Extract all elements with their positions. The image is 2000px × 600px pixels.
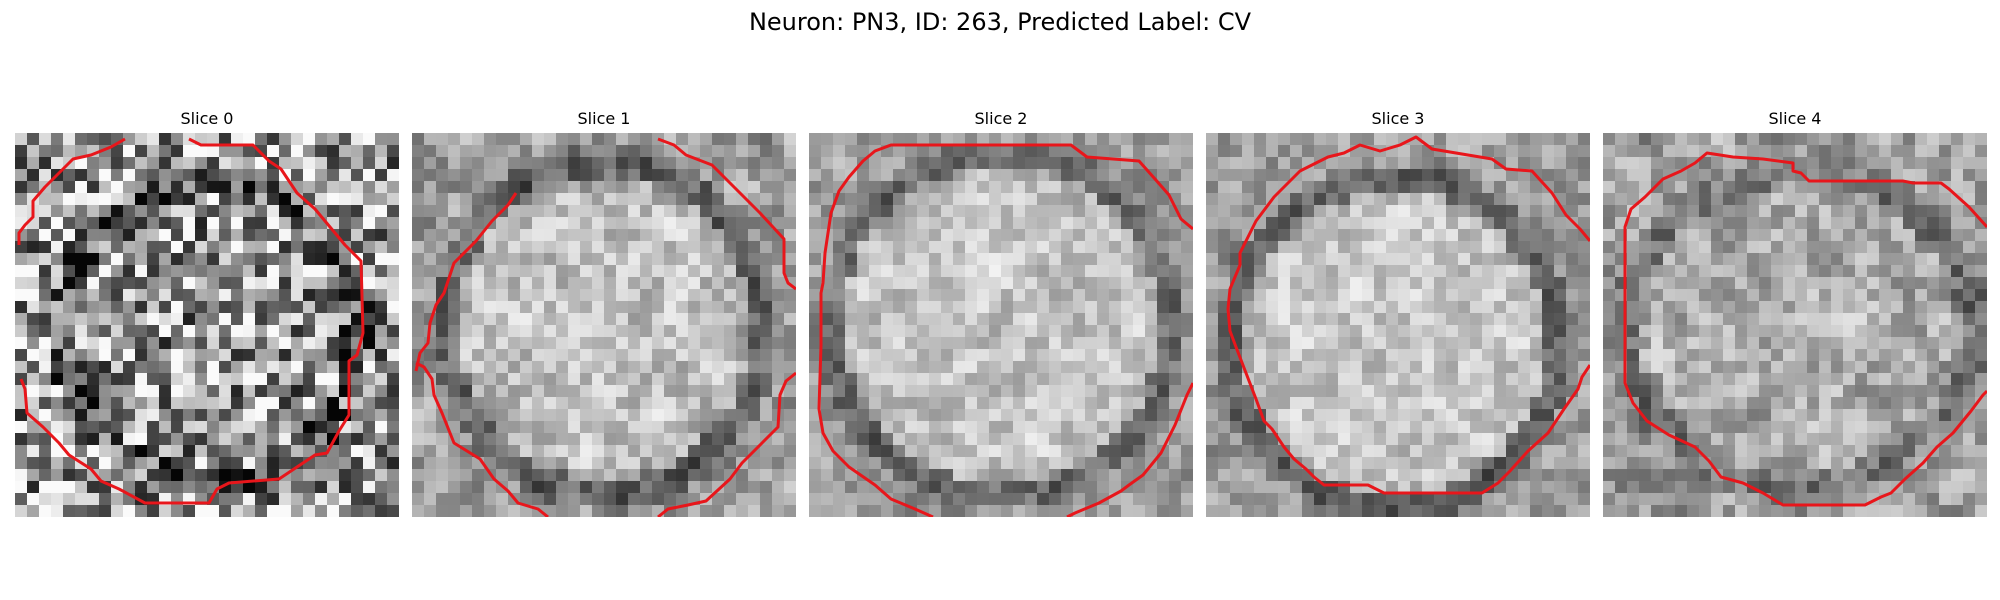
segmentation-contour [1066,382,1193,517]
segmentation-contour [1226,135,1590,495]
segmentation-contour [19,137,365,505]
slice-image [412,133,796,517]
slice-image [1206,133,1590,517]
slice-title: Slice 3 [1371,109,1425,128]
slice-title: Slice 1 [577,109,631,128]
slice-image [1603,133,1987,517]
slice-title: Slice 4 [1768,109,1822,128]
segmentation-contour [1623,151,1987,507]
slice-image [809,133,1193,517]
segmentation-contour [415,361,549,517]
segmentation-contour [17,137,126,245]
segmentation-contour [657,371,796,517]
segmentation-contour [657,137,796,291]
slice-title: Slice 0 [180,109,234,128]
segmentation-contour [414,192,518,372]
slice-title: Slice 2 [974,109,1028,128]
slice-image [15,133,399,517]
figure-title: Neuron: PN3, ID: 263, Predicted Label: C… [748,8,1252,36]
segmentation-contour [817,143,1193,517]
